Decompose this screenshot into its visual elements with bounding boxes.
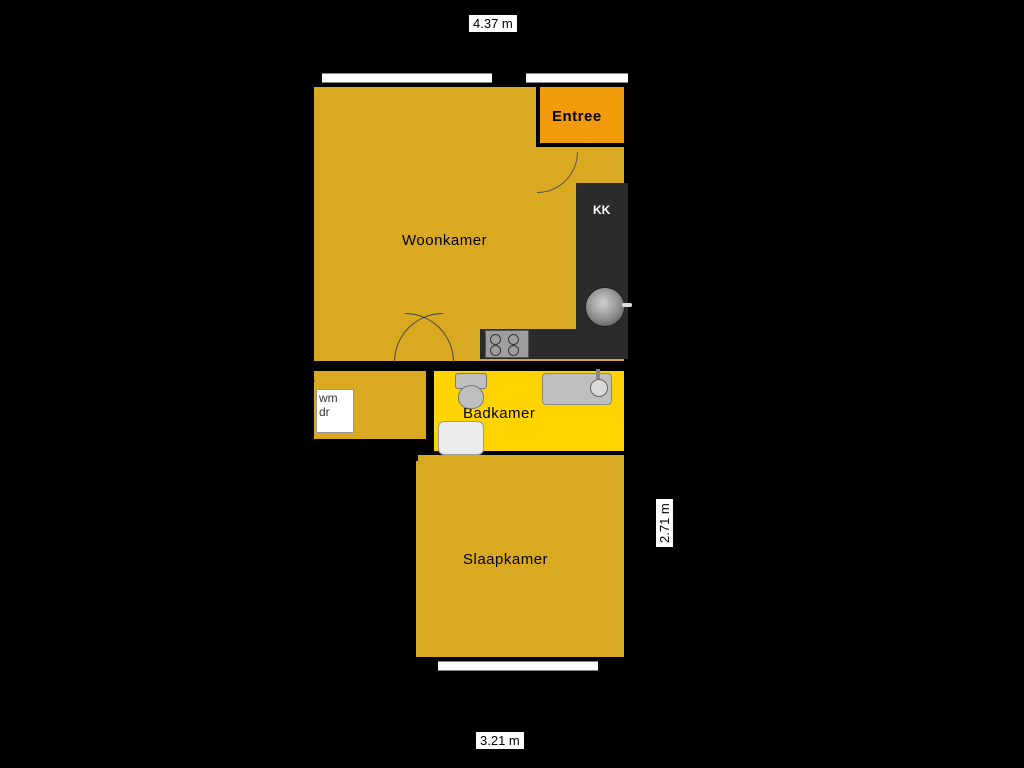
floorplan-stage: { "canvas": { "width": 1024, "height": 7…	[0, 0, 1024, 768]
stove-icon	[485, 330, 529, 358]
tick-top-right	[522, 20, 528, 21]
dimension-top-text: 4.37 m	[473, 16, 513, 31]
label-entree: Entree	[552, 108, 602, 125]
wall-stub	[412, 443, 418, 461]
dimension-right: 2.71 m	[655, 498, 674, 548]
dimension-bottom: 3.21 m	[475, 731, 525, 750]
dimension-top: 4.37 m	[468, 14, 518, 33]
dimension-bottom-text: 3.21 m	[480, 733, 520, 748]
tick-bottom-left	[467, 738, 473, 739]
floorplan: Entree Woonkamer KK wm dr Badkamer	[310, 83, 630, 673]
label-woonkamer: Woonkamer	[402, 232, 487, 249]
label-kk: KK	[593, 203, 610, 217]
window-top-left	[322, 73, 492, 83]
round-sink-icon	[585, 287, 625, 327]
dimension-right-text: 2.71 m	[657, 503, 672, 543]
tap-icon	[622, 303, 632, 307]
tick-bottom-right	[529, 738, 535, 739]
shower-icon	[438, 421, 484, 455]
tick-top-left	[460, 20, 466, 21]
exit-arrow-icon	[308, 377, 315, 385]
window-bottom	[438, 661, 598, 671]
window-top-right	[526, 73, 628, 83]
label-slaapkamer: Slaapkamer	[463, 551, 548, 568]
label-wm-dr: wm dr	[319, 392, 351, 420]
appliance-wm-dr: wm dr	[316, 389, 354, 433]
wall-hall-bath	[426, 371, 432, 455]
